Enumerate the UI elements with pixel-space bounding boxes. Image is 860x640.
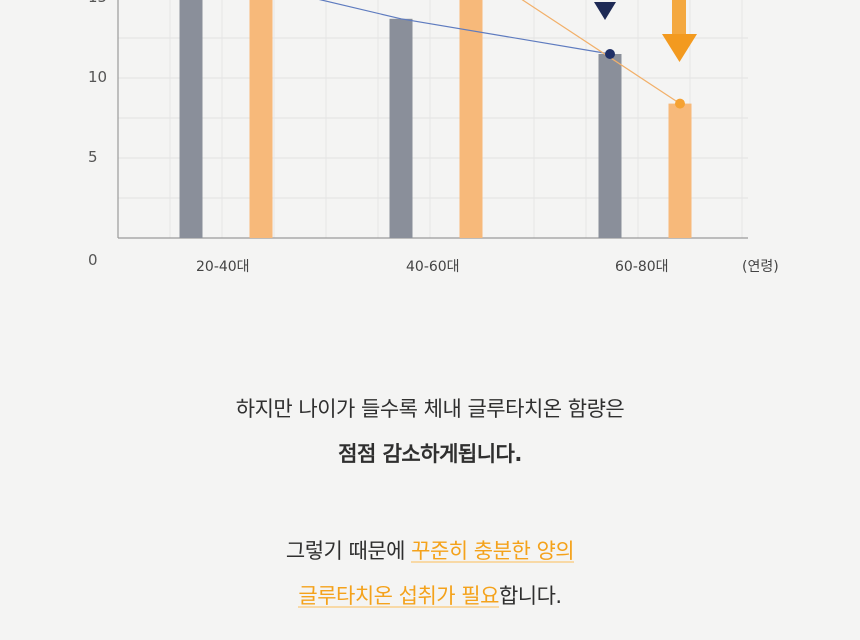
paragraph-1-line-1: 하지만 나이가 들수록 체내 글루타치온 함량은 — [235, 397, 625, 421]
end-point-series-1 — [605, 49, 615, 59]
paragraph-2: 그렇기 때문에 꾸준히 충분한 양의 글루타치온 섭취가 필요합니다. — [0, 535, 860, 612]
y-tick-label: 0 — [88, 251, 98, 269]
paragraph-2-line-2-plain: 합니다. — [498, 584, 562, 608]
chart — [117, 0, 748, 239]
paragraph-1: 하지만 나이가 들수록 체내 글루타치온 함량은 점점 감소하게됩니다. — [0, 393, 860, 470]
down-arrow-icon — [662, 34, 697, 62]
bar-series-2-1 — [249, 0, 273, 238]
y-tick-label: 10 — [88, 68, 108, 86]
bar-series-1-2 — [389, 18, 413, 238]
x-tick-label: 60-80대 — [615, 259, 669, 275]
trend-line-series-1 — [318, 0, 611, 55]
y-tick-label: 15 — [88, 0, 118, 6]
paragraph-2-line-2-highlight: 글루타치온 섭취가 필요 — [298, 584, 499, 608]
paragraph-2-line-1-plain: 그렇기 때문에 — [285, 539, 412, 563]
paragraph-2-line-2: 글루타치온 섭취가 필요합니다. — [0, 580, 860, 612]
down-arrow-icon — [594, 2, 616, 20]
x-tick-label: 20-40대 — [196, 259, 250, 275]
paragraph-2-line-1-highlight: 꾸준히 충분한 양의 — [411, 539, 575, 563]
bar-series-1-1 — [179, 0, 203, 238]
bar-series-2-3 — [668, 103, 692, 238]
paragraph-2-line-1: 그렇기 때문에 꾸준히 충분한 양의 — [0, 535, 860, 567]
x-axis-unit-label: (연령) — [742, 259, 779, 275]
paragraph-1-line-2: 점점 감소하게됩니다. — [338, 442, 522, 466]
y-tick-label: 5 — [88, 148, 98, 166]
x-tick-label: 40-60대 — [406, 259, 460, 275]
end-point-series-2 — [675, 98, 685, 109]
bar-series-1-3 — [598, 54, 622, 238]
bar-series-2-2 — [459, 0, 483, 238]
down-arrow-shaft — [672, 0, 686, 34]
